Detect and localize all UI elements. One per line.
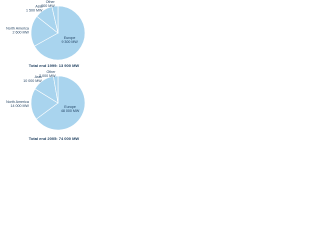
- slice-label: Asia: [35, 4, 42, 8]
- chart-title: Total end 1999: 13 900 MW: [29, 63, 80, 68]
- slice-label: Asia: [35, 75, 42, 79]
- slice-value-label: 14 000 MW: [10, 104, 29, 108]
- chart-title: Total end 2005: 74 000 MW: [29, 136, 80, 141]
- slice-value-label: 2 600 MW: [13, 31, 30, 35]
- slice-label: Other: [47, 70, 57, 74]
- slice-label: North America: [6, 27, 29, 31]
- pie-slice: [35, 75, 86, 131]
- slice-value-label: 2 000 MW: [39, 74, 56, 78]
- slice-value-label: 500 MW: [41, 4, 55, 8]
- pie-slice: [53, 75, 59, 104]
- slice-value-label: 48 000 MW: [61, 109, 80, 113]
- slice-value-label: 9 300 MW: [61, 40, 78, 44]
- pie-slice: [34, 5, 86, 61]
- slice-label: North America: [6, 100, 29, 104]
- slice-label: Europe: [64, 105, 76, 109]
- slice-value-label: 10 000 MW: [23, 79, 42, 83]
- slice-label: Europe: [64, 36, 76, 40]
- pie-slice: [51, 5, 59, 34]
- slice-value-label: 1 500 MW: [26, 8, 43, 12]
- page: Europe 9 300 MW North America 2 600 MW Asia 1…: [6, 0, 86, 142]
- slice-label: Other: [46, 0, 56, 4]
